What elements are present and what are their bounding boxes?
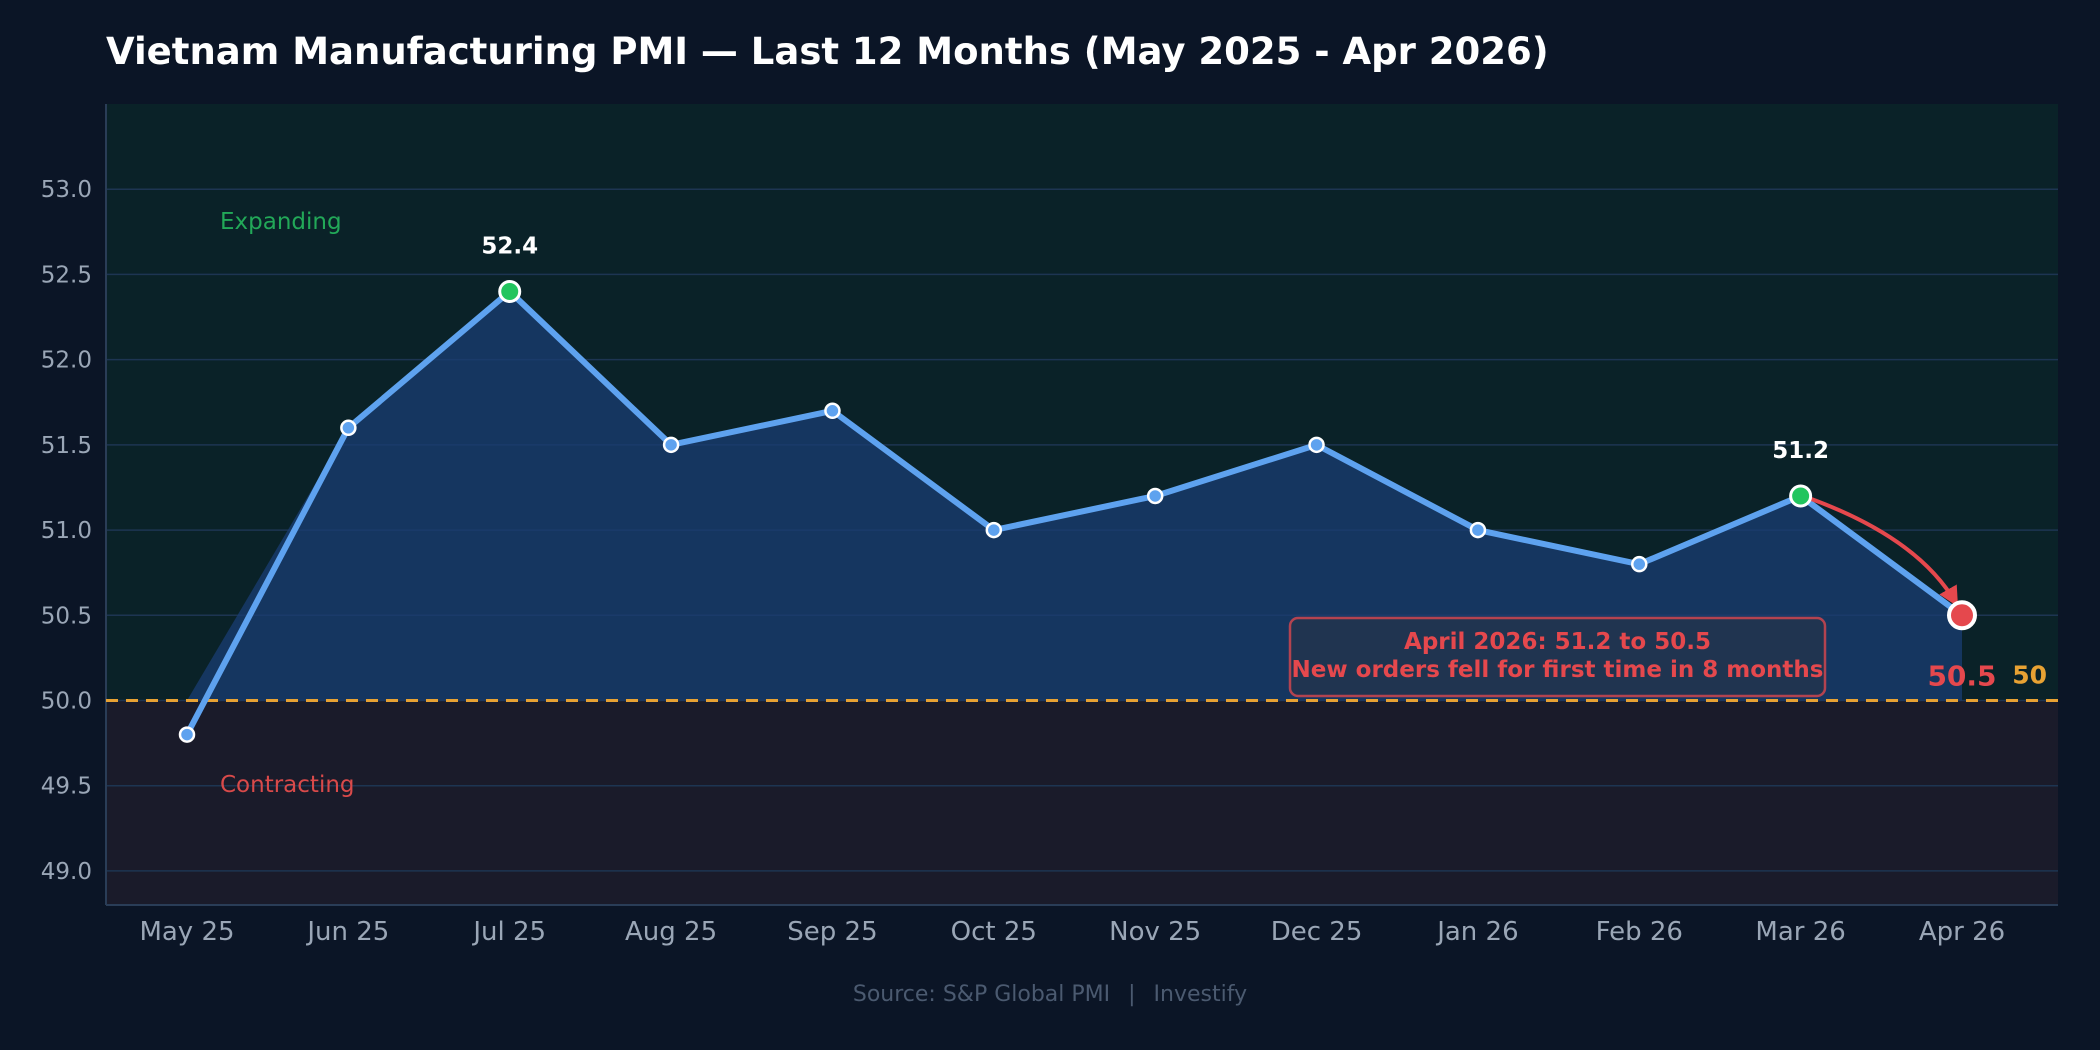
series-line xyxy=(184,288,1965,738)
threshold-label: 50 xyxy=(2012,660,2047,689)
x-tick-label: Jan 26 xyxy=(1435,917,1518,947)
annotation-arrow xyxy=(1807,496,1958,607)
y-tick-label: 52.5 xyxy=(41,262,92,288)
series-area xyxy=(187,291,1962,701)
source-separator: | xyxy=(1128,982,1136,1007)
y-tick-label: 51.0 xyxy=(41,518,92,544)
data-point xyxy=(1146,487,1164,505)
source-line: Source: S&P Global PMI | Investify xyxy=(0,982,2100,1007)
data-point xyxy=(1469,521,1487,539)
highlight-value-label: 52.4 xyxy=(481,233,538,259)
x-tick-label: Jul 25 xyxy=(471,917,546,947)
source-text: Source: S&P Global PMI xyxy=(852,982,1111,1007)
contracting-label: Contracting xyxy=(220,772,355,798)
data-point xyxy=(985,521,1003,539)
y-tick-label: 50.5 xyxy=(41,603,92,629)
y-tick-label: 49.5 xyxy=(41,774,92,800)
data-point xyxy=(662,436,680,454)
contracting-zone xyxy=(106,700,2058,905)
x-tick-label: Aug 25 xyxy=(625,917,717,947)
data-point xyxy=(1631,555,1648,573)
annotation-box xyxy=(1288,616,1827,698)
x-tick-label: Feb 26 xyxy=(1596,917,1683,947)
x-tick-label: Sep 25 xyxy=(787,917,877,947)
y-tick-label: 51.5 xyxy=(41,433,92,459)
x-tick-label: Dec 25 xyxy=(1271,917,1363,947)
y-tick-label: 49.0 xyxy=(41,859,92,885)
data-point-highlight xyxy=(1947,600,1977,631)
data-point xyxy=(178,726,196,743)
data-point-highlight xyxy=(1789,484,1813,508)
y-tick-label: 50.0 xyxy=(41,688,92,714)
expanding-label: Expanding xyxy=(220,209,342,235)
data-point-highlight xyxy=(498,279,522,303)
data-point xyxy=(824,402,841,420)
chart-title: Vietnam Manufacturing PMI — Last 12 Mont… xyxy=(106,30,1549,73)
x-tick-label: Mar 26 xyxy=(1755,917,1845,947)
y-tick-label: 53.0 xyxy=(41,177,92,203)
data-point xyxy=(340,419,357,437)
highlight-value-label: 51.2 xyxy=(1772,438,1829,464)
x-tick-label: Jun 25 xyxy=(305,917,389,947)
y-tick-label: 52.0 xyxy=(41,348,92,374)
x-tick-label: Oct 25 xyxy=(951,917,1037,947)
x-tick-label: Apr 26 xyxy=(1919,917,2005,947)
x-tick-label: May 25 xyxy=(139,917,234,947)
x-tick-label: Nov 25 xyxy=(1109,917,1201,947)
highlight-value-label: 50.5 xyxy=(1927,659,1996,692)
brand-name: Investify xyxy=(1153,982,1248,1007)
data-point xyxy=(1308,436,1325,454)
annotation-line-1: April 2026: 51.2 to 50.5 xyxy=(1404,629,1711,655)
annotation-line-2: New orders fell for first time in 8 mont… xyxy=(1292,657,1824,683)
